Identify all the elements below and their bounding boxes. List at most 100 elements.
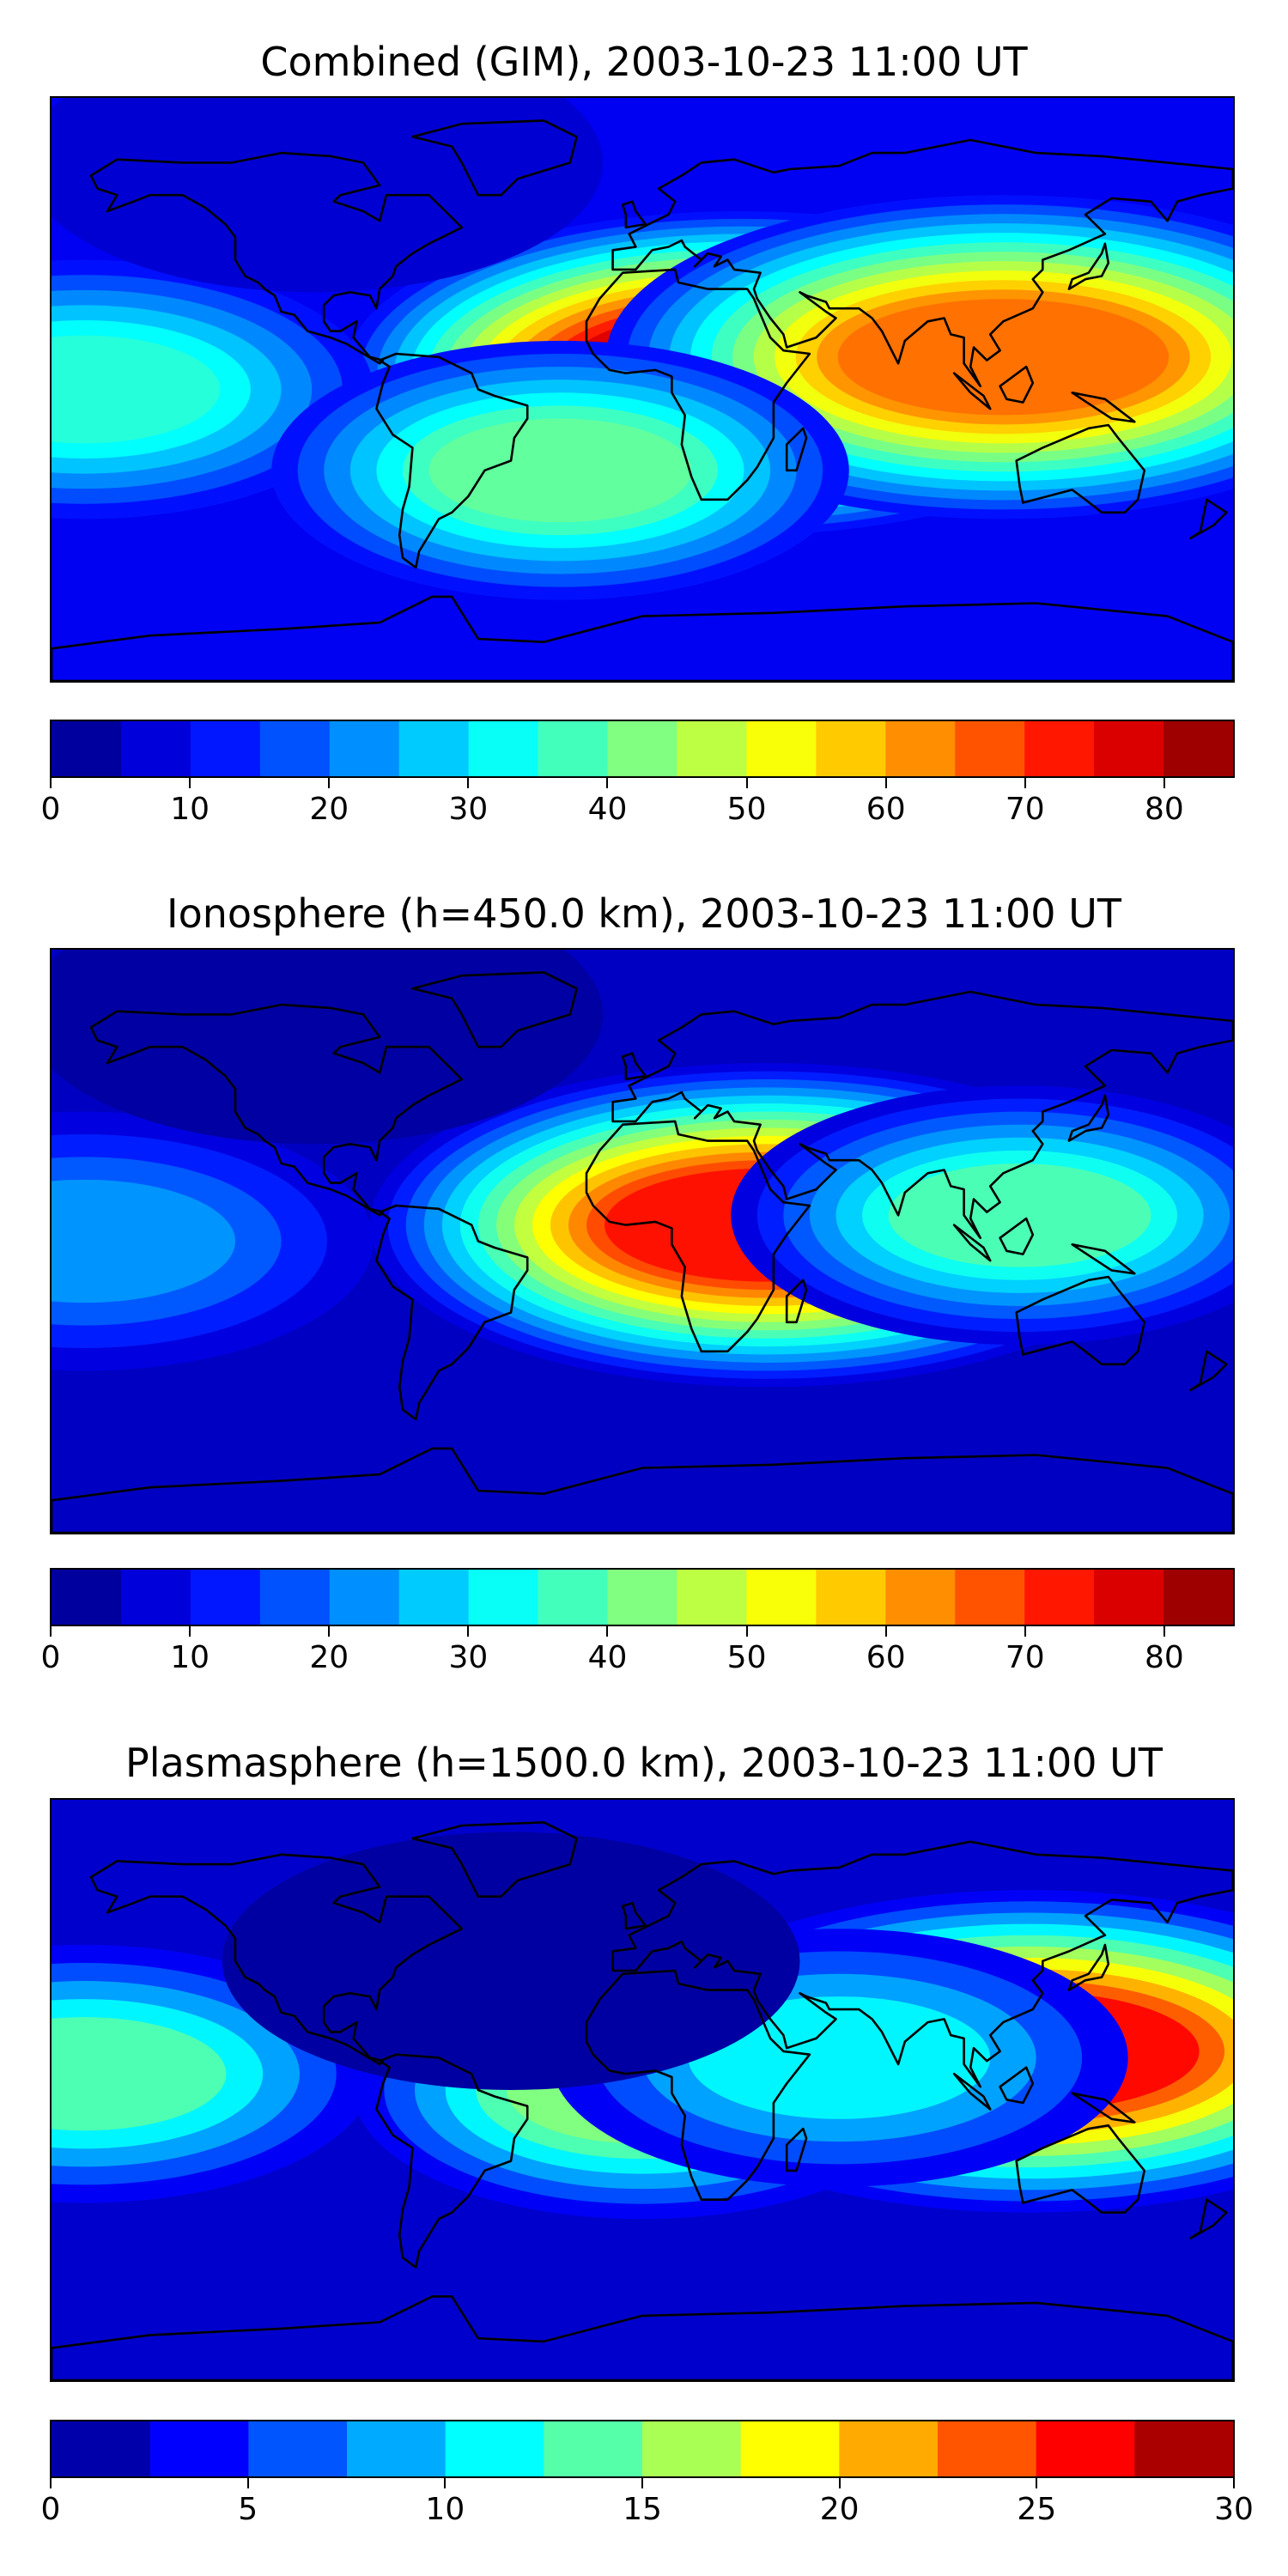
colorbar-tick-label: 70	[1005, 1640, 1045, 1675]
colorbar-band-7	[538, 721, 609, 776]
colorbar-tick	[189, 1626, 191, 1637]
colorbar-band-10	[746, 1570, 817, 1625]
coastline-japan	[1067, 1943, 1110, 1991]
coastline-japan	[1067, 1094, 1110, 1142]
map-panel-combined	[50, 96, 1235, 683]
colorbar-tick	[328, 1626, 331, 1637]
coastline-antarctica	[52, 1447, 1233, 1533]
colorbar-tick	[189, 778, 191, 788]
colorbar-tick-label: 30	[1214, 2492, 1254, 2527]
coastline-madagascar	[785, 2127, 808, 2172]
map-panel-plasmasphere	[50, 1798, 1235, 2382]
colorbar-tick-label: 0	[40, 792, 61, 827]
colorbar-ticks-plasmasphere: 0 5 10 15 20 25 30	[41, 2478, 1254, 2530]
colorbar-tick-label: 0	[40, 2492, 61, 2527]
colorbar-tick	[1233, 2478, 1235, 2488]
colorbar-swatches-plasmasphere	[52, 2421, 1233, 2476]
colorbar-band-1	[120, 721, 191, 776]
colorbar-tick-label: 20	[819, 2492, 860, 2527]
colorbar-tick-label: 0	[40, 1640, 61, 1675]
coastline-borneo	[999, 2066, 1035, 2105]
coastline-greenland	[411, 119, 578, 197]
colorbar-tick-label: 10	[170, 1640, 210, 1675]
tec-contour-1-6	[888, 1163, 1151, 1267]
tec-contour-4-0	[52, 98, 604, 293]
colorbar-band-1	[149, 2421, 249, 2476]
colorbar-band-3	[259, 1570, 331, 1625]
coastline-africa	[585, 268, 811, 501]
coastline-madagascar	[785, 427, 808, 472]
colorbar-tick	[606, 1626, 609, 1637]
colorbar-swatches-ionosphere	[52, 1570, 1233, 1625]
colorbar-tick-label: 70	[1005, 792, 1045, 827]
colorbar-band-7	[538, 1570, 609, 1625]
colorbar-band-3	[259, 721, 331, 776]
colorbar-band-5	[544, 2421, 643, 2476]
colorbar-band-12	[885, 1570, 956, 1625]
colorbar-tick	[328, 778, 331, 788]
colorbar-band-8	[607, 1570, 678, 1625]
colorbar-band-8	[607, 721, 678, 776]
colorbar-band-3	[347, 2421, 447, 2476]
map-panel-ionosphere	[50, 948, 1235, 1534]
colorbar-swatches-combined	[52, 721, 1233, 776]
colorbar-band-6	[642, 2421, 742, 2476]
colorbar-tick	[745, 1626, 748, 1637]
colorbar-band-9	[938, 2421, 1037, 2476]
colorbar-tick-label: 60	[866, 1640, 906, 1675]
coastline-africa	[585, 1969, 811, 2202]
coastline-british-isles	[621, 1052, 647, 1081]
colorbar-band-13	[955, 721, 1025, 776]
colorbar-tick-label: 80	[1145, 1640, 1184, 1675]
colorbar-band-4	[329, 721, 400, 776]
coastline-antarctica	[52, 595, 1233, 681]
colorbar-tick	[1036, 2478, 1038, 2488]
colorbar-tick	[467, 778, 470, 788]
colorbar-tick-label: 25	[1017, 2492, 1057, 2527]
coastline-north-america	[89, 151, 464, 365]
coastline-borneo	[999, 365, 1035, 404]
chart-title-combined: Combined (GIM), 2003-10-23 11:00 UT	[260, 39, 1028, 85]
colorbar-band-15	[1094, 721, 1164, 776]
colorbar-band-2	[190, 721, 261, 776]
coastline-eurasia	[611, 1840, 1233, 2088]
colorbar-ticks-ionosphere: 0 10 20 30 40 50 60 70 80	[41, 1626, 1235, 1678]
tec-contour-1-4	[52, 2017, 227, 2131]
colorbar-band-13	[955, 1570, 1025, 1625]
colorbar-tick-label: 80	[1145, 792, 1184, 827]
colorbar-tick	[1163, 778, 1165, 788]
colorbar-ticks-combined: 0 10 20 30 40 50 60 70 80	[41, 778, 1235, 829]
colorbar-band-7	[740, 2421, 840, 2476]
colorbar-tick	[884, 1626, 887, 1637]
colorbar-tick-label: 30	[448, 792, 489, 827]
tec-contour-2-3	[52, 1179, 235, 1303]
colorbar-tick	[641, 2478, 643, 2488]
colorbar-band-9	[677, 1570, 748, 1625]
colorbar-tick	[606, 778, 609, 788]
colorbar-tick	[467, 1626, 470, 1637]
coastline-australia	[1015, 423, 1146, 514]
coastline-new-guinea	[1071, 1242, 1136, 1275]
coastline-antarctica	[52, 2295, 1233, 2380]
colorbar-tick-label: 60	[866, 792, 906, 827]
colorbar-band-2	[190, 1570, 261, 1625]
colorbar-tick-label: 50	[726, 792, 767, 827]
colorbar-tick-label: 15	[623, 2492, 662, 2527]
colorbar-band-0	[52, 721, 122, 776]
coastline-north-america	[89, 1003, 464, 1217]
colorbar-tick	[444, 2478, 447, 2488]
coastline-japan	[1067, 242, 1110, 290]
tec-contour-4-0	[222, 1832, 800, 2090]
coastline-greenland	[411, 971, 578, 1048]
colorbar-combined	[50, 720, 1235, 778]
colorbar-band-2	[248, 2421, 348, 2476]
colorbar-tick-label: 40	[587, 792, 628, 827]
coastline-new-zealand	[1189, 498, 1228, 540]
colorbar-band-15	[1094, 1570, 1164, 1625]
coastline-australia	[1015, 2123, 1146, 2215]
colorbar-tick	[1024, 778, 1026, 788]
colorbar-tick	[50, 778, 52, 788]
tec-contour-2-5	[52, 335, 221, 444]
colorbar-band-11	[1134, 2421, 1233, 2476]
colorbar-plasmasphere	[50, 2420, 1235, 2478]
